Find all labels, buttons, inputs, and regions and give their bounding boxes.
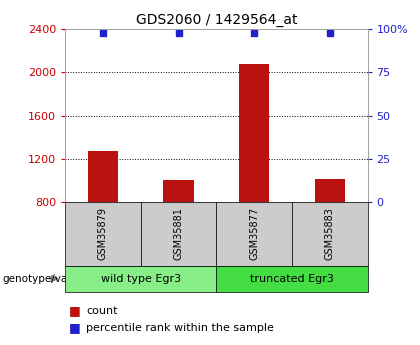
Text: ■: ■ (69, 321, 81, 334)
Text: GSM35883: GSM35883 (325, 207, 335, 260)
Text: GSM35879: GSM35879 (98, 207, 108, 260)
Text: genotype/variation: genotype/variation (2, 274, 101, 284)
Bar (315, 179, 345, 202)
Text: truncated Egr3: truncated Egr3 (250, 274, 334, 284)
Text: count: count (86, 306, 118, 315)
Text: percentile rank within the sample: percentile rank within the sample (86, 323, 274, 333)
Text: ■: ■ (69, 304, 81, 317)
Title: GDS2060 / 1429564_at: GDS2060 / 1429564_at (136, 13, 297, 27)
Text: GSM35881: GSM35881 (173, 207, 184, 260)
Bar (88, 151, 118, 202)
Bar (239, 64, 269, 202)
Bar (163, 180, 194, 202)
Text: wild type Egr3: wild type Egr3 (101, 274, 181, 284)
Text: GSM35877: GSM35877 (249, 207, 259, 260)
